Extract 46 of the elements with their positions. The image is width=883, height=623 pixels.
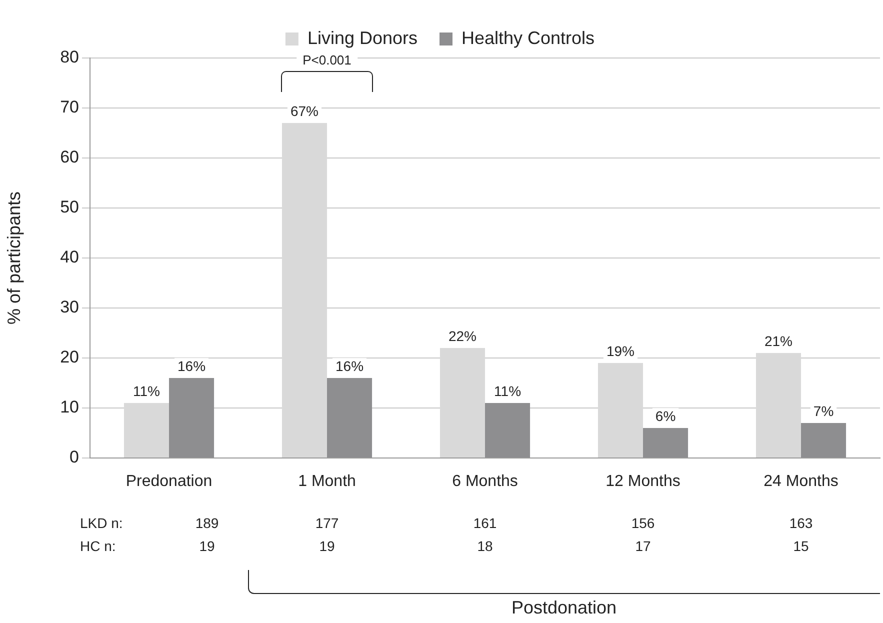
data-label: 6% [655,408,676,424]
y-tick-label: 50 [60,198,79,217]
y-tick-label: 10 [60,398,79,417]
text: 19 [319,538,335,554]
bar [756,353,801,458]
data-label: 67% [290,102,318,119]
text: HC n: [80,538,116,554]
data-label: 11% [132,382,160,399]
bar [282,123,327,458]
bar [440,348,485,458]
y-tick-label: 70 [60,98,79,117]
data-label: 7% [813,402,834,419]
text: 189 [195,514,219,531]
text: 18 [477,538,493,554]
bar [124,403,169,458]
data-label: 21% [764,332,792,349]
text: 156 [631,514,655,531]
text: Postdonation [510,598,618,618]
y-tick-label: 0 [70,448,79,467]
y-tick-label: 30 [60,298,79,317]
text: 19 [199,538,215,554]
data-label: 19% [606,342,634,359]
data-label: 11% [494,382,522,399]
text: 161 [473,514,497,531]
y-tick-label: 40 [60,248,79,267]
text: 163 [789,514,813,531]
x-tick-label: 12 Months [606,473,680,490]
y-axis-title: % of participants [4,191,24,325]
bar [598,363,643,458]
legend-label: Healthy Controls [462,28,595,48]
x-tick-label: 1 Month [298,473,356,490]
y-tick-label: 80 [60,48,79,67]
x-tick-label: 6 Months [452,473,518,490]
text: LKD n: [80,514,123,531]
legend-label: Living Donors [307,28,418,48]
text: 177 [315,514,339,531]
text: 17 [635,538,651,554]
annotation: P<0.001 [296,52,358,68]
data-label: 22% [448,328,476,344]
y-tick-label: 60 [60,148,79,167]
data-label: 16% [336,358,364,374]
x-tick-label: 24 Months [764,473,838,490]
x-tick-label: Predonation [126,473,212,490]
data-label: 16% [178,358,206,374]
y-tick-label: 20 [60,348,79,367]
text: 15 [793,538,809,554]
